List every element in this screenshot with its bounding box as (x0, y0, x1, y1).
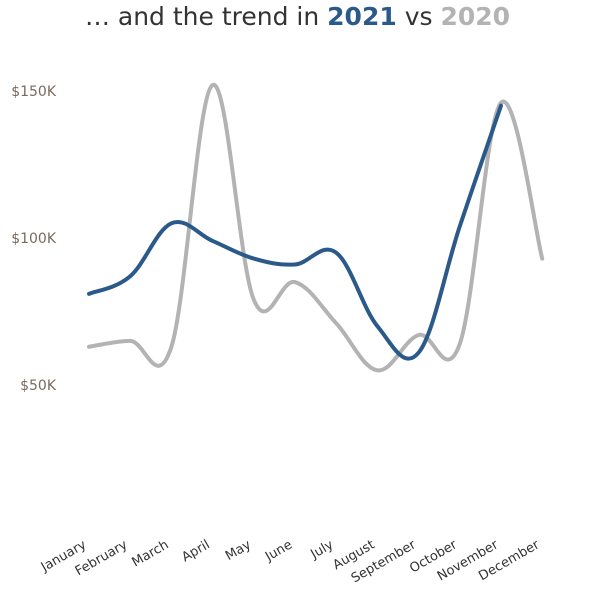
title-prefix: … and the trend in (84, 2, 328, 31)
series-line-2021 (87, 103, 503, 361)
x-tick-label: May (223, 537, 254, 564)
x-tick-label: June (262, 537, 295, 565)
series-line-2020 (87, 83, 545, 373)
title-year-2020: 2020 (440, 2, 511, 31)
y-tick-label: $50K (20, 378, 57, 394)
x-tick-label: April (179, 537, 212, 565)
y-tick-label: $150K (11, 84, 57, 100)
chart-title: … and the trend in 2021 vs 2020 (0, 2, 595, 31)
y-tick-label: $100K (11, 231, 57, 247)
title-middle: vs (396, 2, 441, 31)
title-year-2021: 2021 (327, 2, 397, 31)
x-tick-label: March (130, 537, 172, 570)
